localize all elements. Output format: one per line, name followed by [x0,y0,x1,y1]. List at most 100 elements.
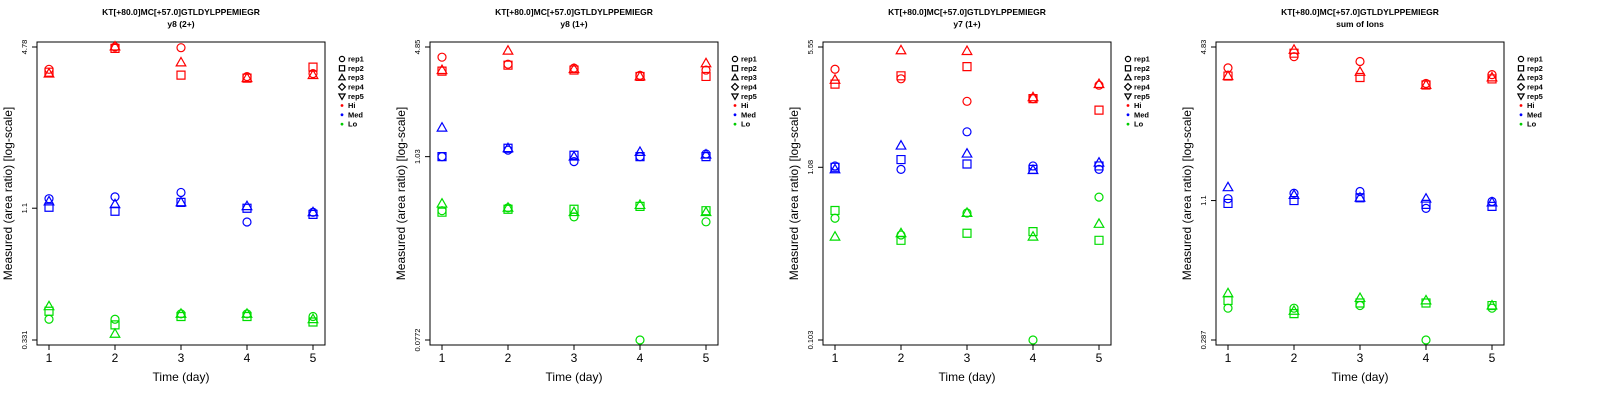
legend-label: rep3 [741,73,757,82]
legend-label: rep1 [348,55,364,64]
y-axis-label: Measured (area ratio) [log-scale] [1,107,15,280]
point-lo-rep2 [44,306,54,316]
x-tick-label: 3 [964,351,971,365]
legend-marker-rep2 [338,65,346,72]
chart-title: KT[+80.0]MC[+57.0]GTLDYLPPEMIEGR [888,7,1046,17]
legend-label: Lo [1134,120,1144,129]
point-med-rep3 [961,147,973,158]
point-med-rep1 [569,157,579,167]
legend-marker-rep1 [1124,55,1132,63]
x-tick-label: 4 [244,351,251,365]
x-tick-label: 4 [1423,351,1430,365]
point-hi-rep2 [962,62,972,72]
x-tick-label: 3 [178,351,185,365]
point-med-rep2 [1223,198,1233,209]
legend-label: rep4 [1134,83,1151,92]
point-hi-rep2 [1289,48,1299,58]
point-hi-rep1 [437,52,447,62]
point-lo-rep3 [175,307,187,318]
y-axis-label: Measured (area ratio) [log-scale] [1180,107,1194,280]
legend-marker-Med [340,113,344,117]
chart-title: KT[+80.0]MC[+57.0]GTLDYLPPEMIEGR [495,7,653,17]
point-hi-rep3 [109,40,121,51]
point-lo-rep2 [962,228,972,238]
point-med-rep3 [175,196,187,207]
point-med-rep2 [1487,201,1497,211]
point-hi-rep3 [895,44,907,55]
chart-subtitle: y8 (1+) [560,19,587,29]
chart-panel-4: KT[+80.0]MC[+57.0]GTLDYLPPEMIEGR sum of I… [1180,7,1544,384]
x-axis-label: Time (day) [1332,370,1389,384]
point-lo-rep1 [569,212,579,222]
legend-marker-rep5 [1123,93,1133,101]
point-lo-rep1 [635,335,645,345]
point-hi-rep2 [701,71,711,82]
legend-marker-rep2 [731,65,739,72]
point-hi-rep3 [1093,77,1105,89]
legend-marker-Lo [340,122,344,126]
point-hi-rep1 [176,43,186,53]
legend-marker-Hi [340,104,344,107]
legend-marker-rep1 [1517,55,1525,63]
point-med-rep3 [1354,191,1366,202]
legend-label: Med [741,110,756,119]
legend-label: rep3 [1527,73,1543,82]
point-med-rep2 [1094,161,1104,171]
legend-label: Med [1527,110,1542,119]
point-hi-rep3 [961,44,973,56]
point-med-rep3 [634,145,646,156]
legend-label: Hi [348,101,356,110]
legend-label: rep4 [348,83,365,92]
x-tick-label: 2 [112,351,119,365]
point-med-rep1 [1355,186,1365,197]
x-tick-label: 5 [703,351,710,365]
y-tick-label: 4.85 [413,40,422,55]
legend-label: rep1 [741,55,757,64]
point-med-rep1 [110,192,120,202]
legend-marker-rep4 [1516,82,1526,92]
point-lo-rep2 [1028,227,1038,237]
point-hi-rep1 [1355,56,1365,67]
x-axis-label: Time (day) [939,370,996,384]
legend-label: rep2 [1527,64,1543,73]
point-lo-rep2 [437,207,447,217]
legend-marker-rep5 [730,93,740,101]
legend-label: rep2 [1134,64,1150,73]
legend-marker-rep5 [1516,93,1526,101]
legend-label: rep5 [1527,92,1543,101]
point-lo-rep1 [110,314,120,324]
y-tick-label: 0.287 [1199,331,1208,350]
point-hi-rep3 [1027,91,1039,102]
point-lo-rep1 [1289,303,1299,313]
legend-marker-rep1 [338,55,346,63]
point-med-rep1 [896,164,906,174]
legend-marker-rep4 [730,82,740,92]
point-hi-rep3 [307,68,319,80]
point-hi-rep3 [634,70,646,81]
x-tick-label: 5 [1489,351,1496,365]
point-lo-rep2 [635,201,645,211]
x-tick-label: 4 [637,351,644,365]
point-hi-rep3 [1486,71,1498,82]
point-med-rep3 [1420,192,1432,203]
legend-marker-rep5 [337,93,347,101]
legend-label: rep5 [348,92,364,101]
point-hi-rep2 [830,79,840,89]
point-lo-rep3 [1486,299,1498,310]
point-lo-rep3 [43,300,55,311]
point-lo-rep3 [1222,287,1234,298]
chart-panel-3: KT[+80.0]MC[+57.0]GTLDYLPPEMIEGR y7 (1+) 1… [787,7,1151,384]
point-med-rep1 [176,187,186,198]
point-hi-rep1 [830,64,840,74]
point-lo-rep1 [308,311,318,322]
x-axis-label: Time (day) [153,370,210,384]
point-lo-rep3 [109,327,121,338]
point-med-rep3 [307,206,319,217]
point-med-rep3 [895,139,907,150]
legend-label: Med [1134,110,1149,119]
plot-frame [822,41,1112,346]
legend-label: rep3 [1134,73,1150,82]
point-hi-rep2 [1094,105,1104,115]
